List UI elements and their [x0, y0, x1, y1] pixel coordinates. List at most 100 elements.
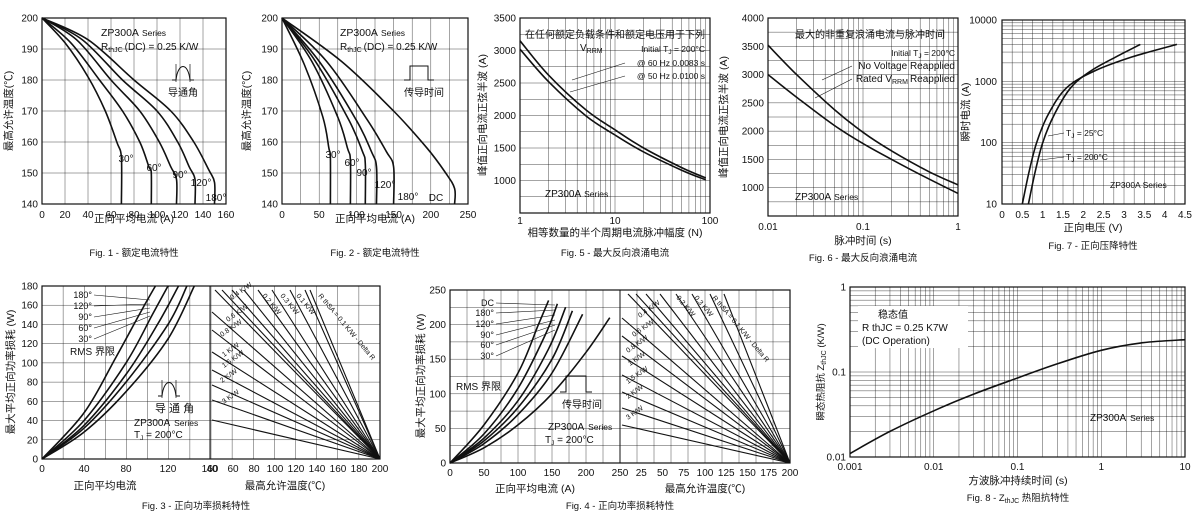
fig3-heatsink-line	[243, 289, 381, 460]
fig1-y-tick-label: 200	[21, 14, 38, 25]
fig4-y-tick-label: 150	[429, 355, 446, 366]
fig4-curves	[449, 300, 611, 464]
fig1-series-line	[41, 17, 153, 205]
fig4-xlabel-right: 最高允许温度(℃)	[665, 482, 746, 495]
fig6-x-tick-label: 1	[955, 222, 961, 233]
fig4-label-leader	[495, 309, 556, 314]
fig7-x-tick-label: 3	[1121, 210, 1127, 221]
fig3-x-tick-label: 40	[78, 464, 90, 475]
fig1-x-tick-label: 120	[172, 210, 189, 221]
fig3-heatsink-line	[211, 329, 381, 460]
fig7-y-tick-label: 10	[986, 200, 998, 211]
fig1-x-tick-label: 160	[218, 210, 235, 221]
fig8-ticks: 0.001 0.01 0.1 1 100.010.11	[827, 283, 1191, 474]
fig7-tj25: TJ = 25°C	[1066, 128, 1103, 140]
fig4-y-tick-label: 50	[435, 424, 447, 435]
fig3-y-tick-label: 40	[27, 416, 39, 427]
fig3-series-line	[41, 285, 196, 460]
fig4: 0 50 100 150 200 250 25 50 75 100 125 150 175 200 0 50 1…	[414, 286, 799, 513]
fig3-heatsink-lines	[211, 289, 381, 460]
fig5-60hz: @ 60 Hz 0.0083 s	[637, 58, 705, 68]
fig4-curve-label: 180°	[475, 308, 494, 318]
fig1-curve-label: 30°	[118, 154, 133, 165]
fig1-y-tick-label: 190	[21, 45, 38, 56]
fig7-x-tick-label: 4.5	[1178, 210, 1192, 221]
fig2-series-line	[281, 17, 457, 205]
fig8-caption: Fig. 8 - ZthJC 热阻抗特性	[967, 492, 1070, 505]
fig2-curve-label: 180°	[398, 192, 419, 203]
fig2-x-tick-label: 100	[348, 210, 365, 221]
fig7-y-tick-label: 1000	[975, 77, 998, 88]
fig2-curve-labels: 30° 60°90° 120°180° DC	[325, 150, 443, 204]
fig4-label-leader	[495, 314, 556, 325]
fig5-vrrm: VRRM	[580, 43, 603, 55]
fig6-xlabel: 脉冲时间 (s)	[834, 234, 891, 247]
fig8-note-bg	[858, 306, 968, 348]
fig6: 0.01 0.1 1 1000 1500 2000 2500 3000 3500 4000 最大的…	[717, 14, 961, 265]
fig4-heatsink-line	[645, 293, 791, 464]
fig3-label-leader	[93, 315, 151, 340]
fig1-x-tick-label: 80	[128, 210, 140, 221]
fig3-heatsink-line	[214, 289, 381, 460]
fig2-series-line	[281, 17, 352, 205]
fig2-inset-icon	[404, 65, 434, 81]
fig4-heatsink-line	[621, 424, 791, 464]
fig1-curve-labels: 30° 60° 90° 120° 180°	[118, 154, 226, 204]
fig4-label-leader	[495, 324, 556, 346]
fig4-heatsink-line	[691, 293, 791, 464]
fig5-y-tick-label: 1500	[494, 144, 517, 155]
fig4-y-tick-label: 0	[440, 459, 446, 470]
fig4-label-leader	[495, 302, 556, 306]
fig3-y-tick-label: 160	[21, 301, 38, 312]
fig5-ticks: 1 10 100 1000 1500 2000 2500 3000 3500	[494, 14, 719, 228]
fig4-heatsink-line	[621, 374, 791, 464]
fig6-rated: Rated VRRM Reapplied	[856, 74, 955, 86]
fig4-r-delta: R thSA = 0.1 K/W - Delta R	[710, 295, 770, 364]
fig6-series-line	[767, 44, 959, 186]
fig1-y-tick-label: 160	[21, 138, 38, 149]
fig2-y-tick-label: 160	[261, 138, 278, 149]
fig5-y-tick-label: 3000	[494, 46, 517, 57]
fig6-leader-rated	[814, 78, 853, 99]
fig3-label-leader	[93, 307, 151, 318]
fig7-series-line	[1021, 43, 1178, 205]
fig1-x-tick-label: 100	[149, 210, 166, 221]
fig1-rth: RthJC (DC) = 0.25 K/W	[101, 42, 199, 54]
fig5-series-line	[519, 48, 706, 181]
fig4-heatsink-label: 3 K/W	[625, 405, 645, 422]
fig1-series-line	[41, 17, 197, 205]
fig2-x-tick-label: 50	[314, 210, 326, 221]
fig5-leader-50	[569, 75, 626, 93]
fig2-y-tick-label: 150	[261, 169, 278, 180]
fig8-rth: R thJC = 0.25 K7W	[862, 323, 948, 334]
fig2-rth: RthJC (DC) = 0.25 K/W	[340, 42, 438, 54]
fig4-ticks: 0 50 100 150 200 250 25 50 75 100 125 150 175 200 0 50 1…	[429, 286, 798, 480]
fig4-ylabel: 最大平均正向功率损耗 (W)	[414, 314, 427, 439]
fig1-xlabel: 正向平均电流 (A)	[94, 212, 174, 225]
fig7-x-tick-label: 3.5	[1137, 210, 1151, 221]
fig6-y-tick-label: 3500	[742, 42, 765, 53]
fig7-x-tick-label: 2.5	[1097, 210, 1111, 221]
fig4-x-tick-label: 150	[739, 468, 756, 479]
fig2-series-line	[281, 17, 378, 205]
fig1-series-line	[41, 17, 216, 205]
fig3-x-tick-label: 40	[206, 464, 218, 475]
fig3-heatsink-line	[289, 289, 381, 460]
fig4-x-tick-label: 0	[447, 468, 453, 479]
fig3-heatsink-line	[211, 369, 381, 460]
fig1-inset-icon	[172, 64, 194, 82]
fig7-y-tick-label: 100	[980, 138, 997, 149]
fig4-series-text: ZP300A Series	[548, 422, 612, 433]
fig6-curves	[767, 44, 959, 195]
fig4-tj: TJ = 200°C	[545, 435, 594, 447]
fig1-y-tick-label: 170	[21, 107, 38, 118]
fig3-heatsink-line	[304, 289, 381, 460]
fig5-y-tick-label: 1000	[494, 176, 517, 187]
fig2-x-tick-label: 250	[460, 210, 477, 221]
fig2-y-tick-label: 180	[261, 76, 278, 87]
fig6-no-voltage: No Voltage Reapplied	[858, 61, 955, 72]
fig4-heatsink-line	[723, 293, 791, 464]
fig3-x-tick-label: 160	[202, 464, 219, 475]
